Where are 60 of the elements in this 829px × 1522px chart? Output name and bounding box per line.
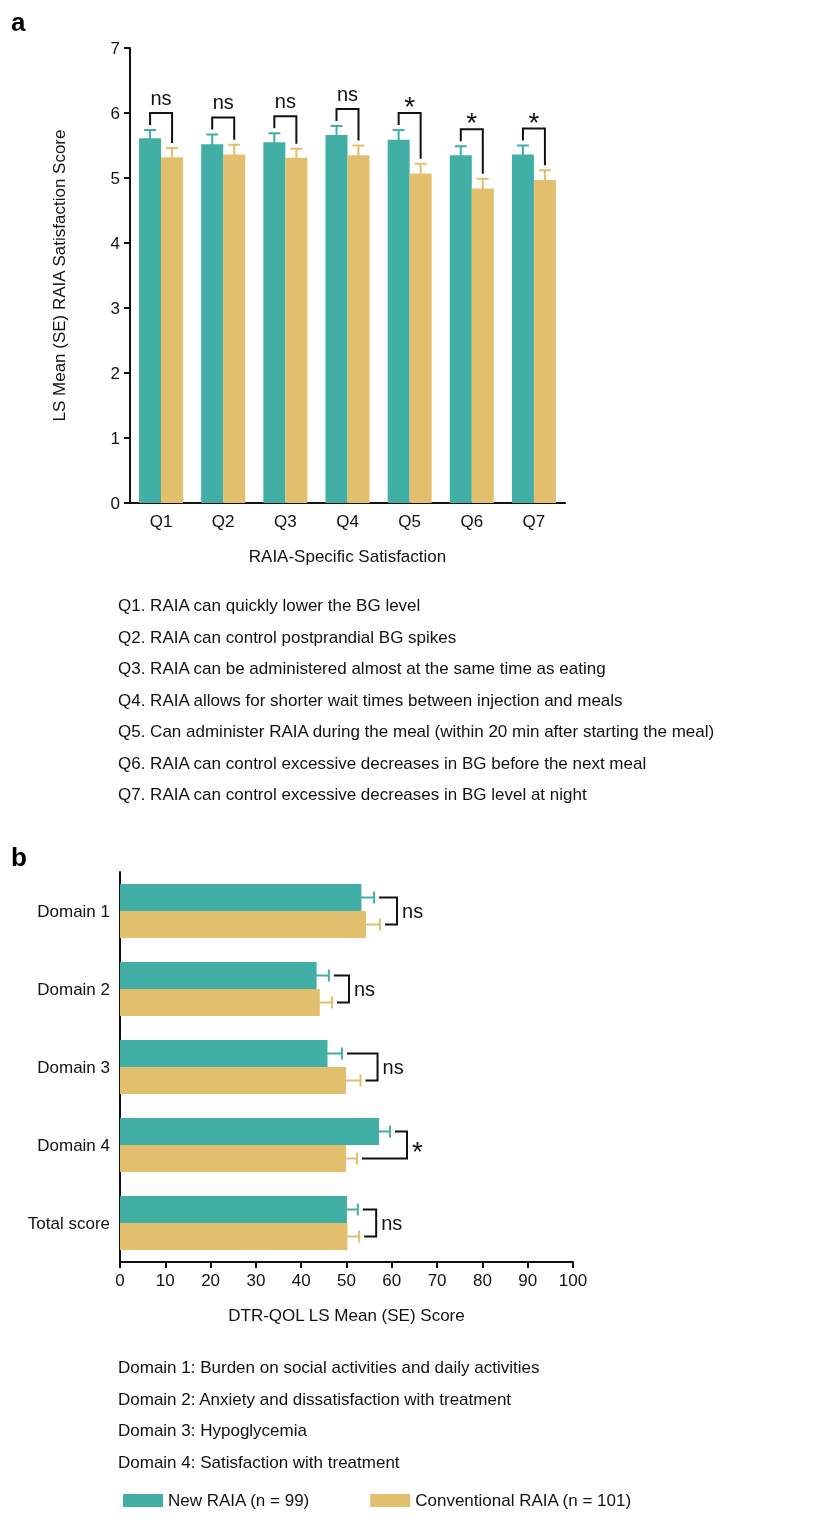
text: Q2. RAIA can control postprandial BG spikes [118, 626, 458, 649]
text: Domain 3: Hypoglycemia [118, 1420, 308, 1442]
annotation: ns [382, 1056, 404, 1078]
x-tick-label: 20 [201, 1271, 221, 1290]
x-tick-label: 60 [382, 1271, 402, 1290]
y-tick-label: Domain 2 [37, 979, 110, 999]
chart-title: a [11, 7, 26, 37]
x-tick-label: 80 [472, 1271, 492, 1290]
y-tick-label: 0 [110, 493, 120, 513]
legend-label: Conventional RAIA (n = 101) [415, 1491, 632, 1510]
annotation: ns [212, 91, 234, 114]
y-tick-label: 2 [110, 363, 120, 383]
annotation: ns [274, 90, 296, 113]
y-tick-label: Domain 3 [37, 1057, 110, 1077]
y-axis-title: LS Mean (SE) RAIA Satisfaction Score [50, 129, 69, 422]
x-tick-label: 30 [246, 1271, 266, 1290]
annotation: ns [150, 86, 172, 109]
x-tick-label: 10 [155, 1271, 175, 1290]
annotation: ns [354, 978, 376, 1000]
legend-label: New RAIA (n = 99) [168, 1491, 310, 1510]
y-tick-label: 3 [110, 298, 120, 318]
text: Q3. RAIA can be administered almost at the same time as eating [118, 658, 607, 680]
text: Domain 2: Anxiety and dissatisfaction with treatment [118, 1388, 513, 1411]
x-tick-label: 40 [291, 1271, 311, 1290]
y-tick-label: 4 [110, 233, 120, 253]
x-tick-label: Q3 [274, 512, 297, 531]
y-tick-label: 6 [110, 103, 120, 123]
x-tick-label: Q6 [460, 512, 484, 531]
x-axis-title: DTR-QOL LS Mean (SE) Score [228, 1306, 465, 1325]
x-tick-label: Q5 [398, 512, 421, 531]
annotation: ns [402, 900, 424, 922]
y-tick-label: Total score [27, 1213, 110, 1233]
x-tick-label: 90 [518, 1271, 538, 1290]
x-tick-label: Q7 [522, 512, 546, 531]
x-tick-label: 100 [558, 1271, 588, 1290]
y-tick-label: 1 [110, 428, 120, 448]
text: Q1. RAIA can quickly lower the BG level [118, 595, 422, 617]
x-tick-label: Q4 [336, 512, 359, 531]
y-tick-label: Domain 4 [37, 1135, 110, 1155]
text: Q5. Can administer RAIA during the meal (within 20 min after starting the meal) [118, 721, 715, 743]
y-tick-label: 5 [110, 168, 120, 188]
annotation: * [404, 90, 416, 122]
text: Q4. RAIA allows for shorter wait times between injection and meals [118, 689, 624, 712]
y-tick-label: 7 [110, 38, 120, 58]
annotation: * [528, 106, 540, 138]
chart-title: b [11, 842, 27, 872]
annotation: ns [336, 83, 359, 105]
x-tick-label: Q2 [211, 512, 235, 531]
text: Q7. RAIA can control excessive decreases in BG level at night [118, 784, 588, 806]
y-tick-label: Domain 1 [37, 901, 110, 921]
text: Domain 1: Burden on social activities and daily activities [118, 1357, 540, 1379]
annotation: ns [381, 1212, 403, 1234]
text: Domain 4: Satisfaction with treatment [118, 1451, 401, 1474]
x-tick-label: Q1 [149, 512, 173, 531]
x-tick-label: 70 [427, 1271, 447, 1290]
annotation: * [466, 107, 478, 139]
text: Q6. RAIA can control excessive decreases in BG before the next meal [118, 752, 648, 775]
x-tick-label: 50 [337, 1271, 356, 1290]
x-axis-title: RAIA-Specific Satisfaction [248, 547, 447, 566]
annotation: * [411, 1136, 423, 1167]
